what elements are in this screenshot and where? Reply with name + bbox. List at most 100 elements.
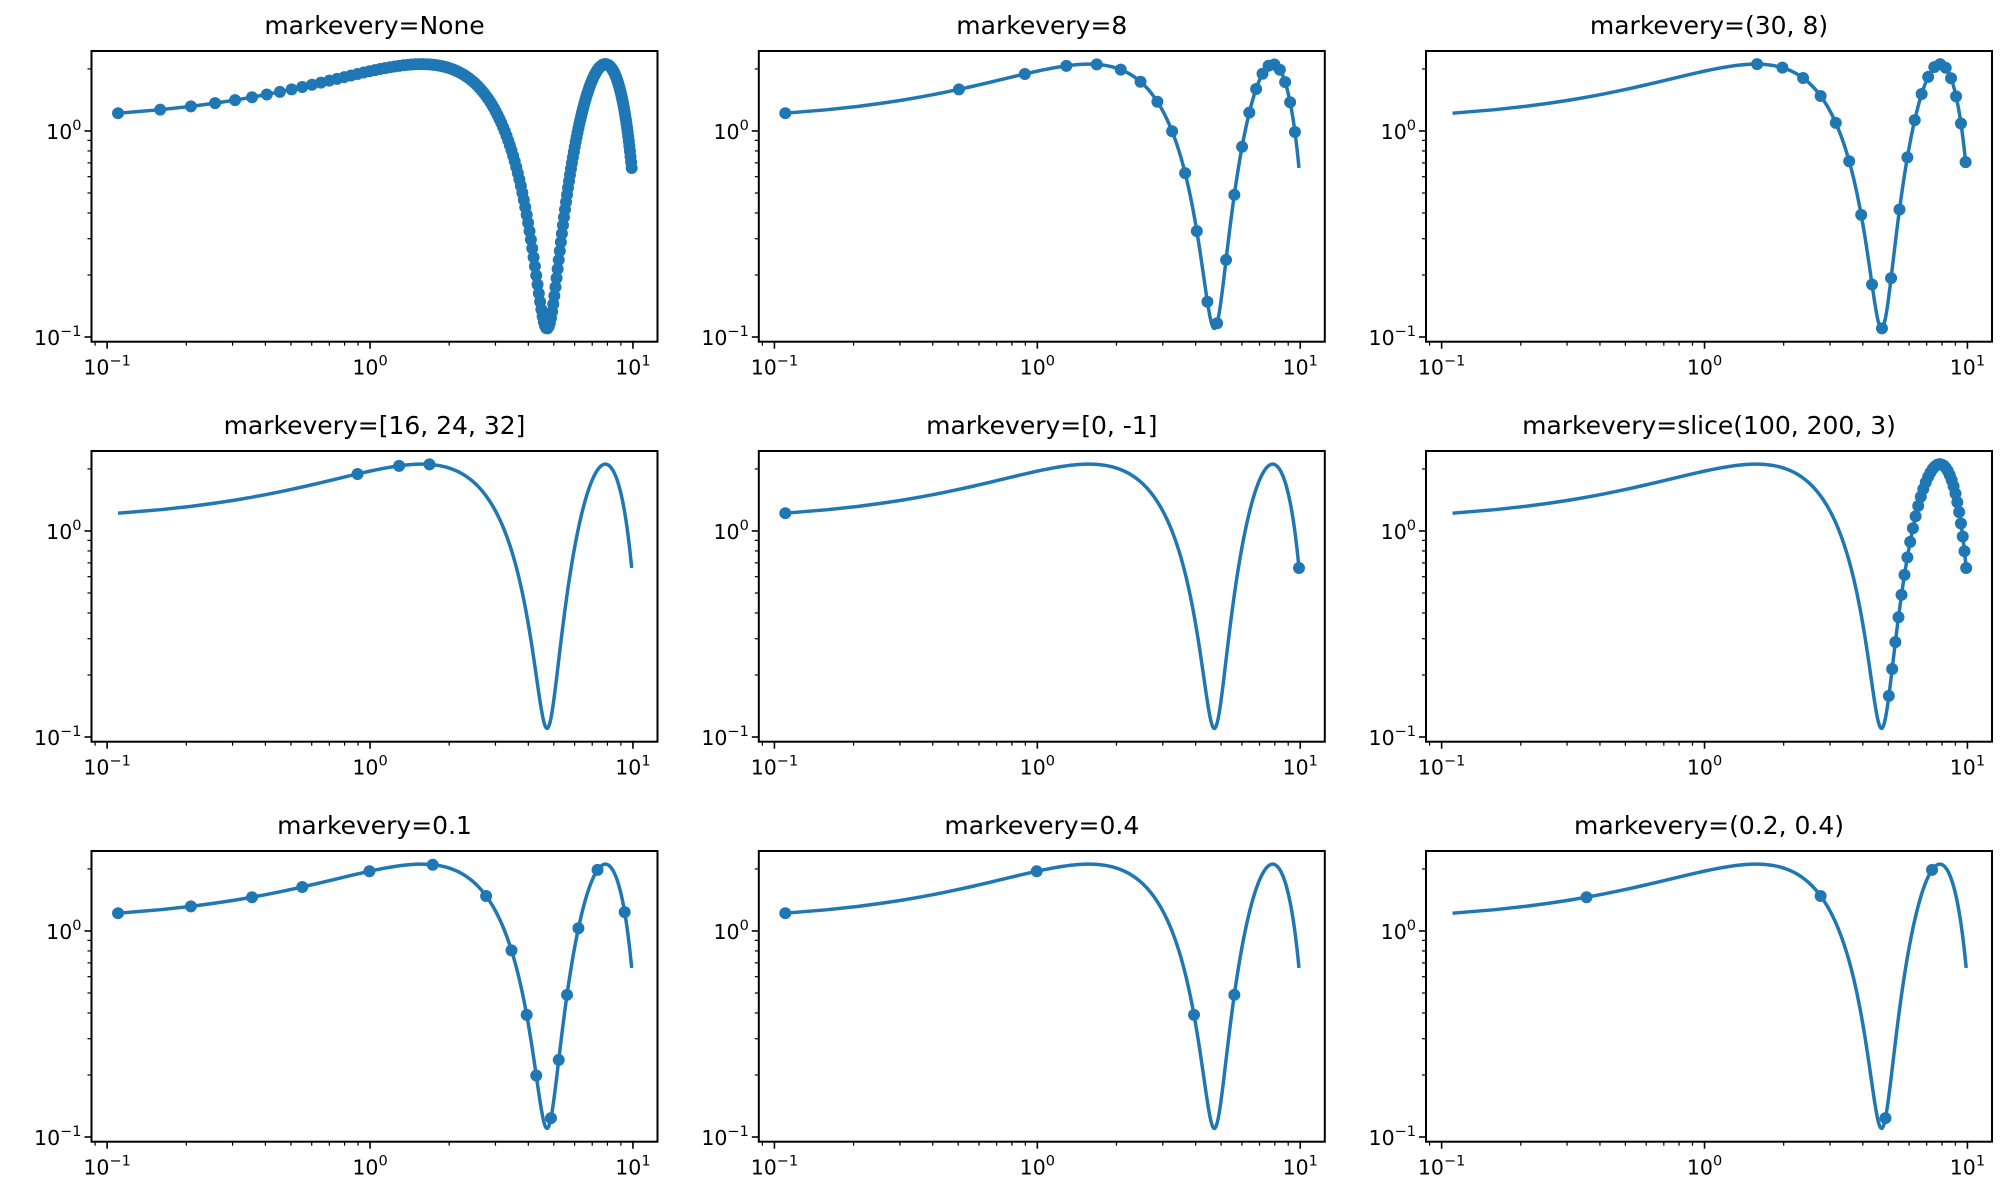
x-tick-label: 101	[615, 1154, 650, 1180]
data-point-marker	[551, 263, 564, 276]
data-point-marker	[296, 80, 309, 93]
data-point-marker	[480, 889, 493, 902]
y-tick-label: 100	[713, 518, 748, 544]
data-point-marker	[1951, 496, 1964, 509]
data-point-marker	[229, 94, 242, 107]
data-point-marker	[1243, 106, 1256, 119]
x-tick-label: 10−1	[751, 1154, 798, 1180]
x-tick-label: 100	[1687, 754, 1722, 780]
data-point-marker	[1895, 588, 1908, 601]
subplot-5: markevery=[0, -1] 10−1 100 101 10−1 100	[701, 411, 1326, 780]
data-point-marker	[1018, 67, 1031, 80]
data-point-marker	[1829, 116, 1842, 129]
data-point-marker	[260, 88, 273, 101]
data-point-marker	[1926, 863, 1939, 876]
data-point-marker	[1901, 551, 1914, 564]
x-tick-label: 100	[1687, 1154, 1722, 1180]
axes-frame	[1425, 450, 1993, 743]
data-point-marker	[1236, 140, 1249, 153]
data-point-marker	[296, 880, 309, 893]
data-point-marker	[552, 253, 565, 266]
axes-frame	[90, 850, 659, 1143]
data-point-marker	[1893, 203, 1906, 216]
series-line	[1452, 862, 1968, 1131]
data-point-marker	[1922, 70, 1935, 83]
data-point-marker	[1892, 611, 1905, 624]
data-point-marker	[1201, 295, 1214, 308]
subplot-title: markevery=0.4	[944, 811, 1139, 840]
subplot-title: markevery=(0.2, 0.4)	[1574, 811, 1844, 840]
data-point-marker	[618, 906, 631, 919]
x-tick-label: 10−1	[83, 354, 130, 380]
data-point-marker	[779, 507, 792, 520]
data-point-marker	[1886, 663, 1899, 676]
data-point-marker	[1279, 76, 1292, 89]
data-point-marker	[530, 269, 543, 282]
data-point-marker	[112, 107, 125, 120]
axes-frame	[1425, 50, 1993, 343]
markers	[779, 865, 1241, 1021]
subplot-6: markevery=slice(100, 200, 3) 10−1 100 101 10…	[1369, 411, 1993, 780]
subplot-title: markevery=None	[264, 11, 484, 40]
x-tick-label: 10−1	[751, 354, 798, 380]
data-point-marker	[1114, 63, 1127, 76]
y-tick-label: 10−1	[1369, 324, 1416, 350]
y-tick-label: 100	[713, 918, 748, 944]
axes-frame	[90, 450, 659, 743]
markers	[351, 458, 436, 480]
axes-frame	[757, 450, 1326, 743]
subplot-title: markevery=[0, -1]	[926, 411, 1157, 440]
data-point-marker	[561, 988, 574, 1001]
x-tick-label: 10−1	[751, 754, 798, 780]
x-tick-label: 10−1	[83, 1154, 130, 1180]
data-point-marker	[1953, 506, 1966, 519]
data-point-marker	[1166, 125, 1179, 138]
x-tick-label: 101	[1950, 354, 1985, 380]
x-tick-label: 100	[352, 754, 387, 780]
data-point-marker	[553, 244, 566, 257]
data-point-marker	[1939, 61, 1952, 74]
x-tick-label: 100	[352, 354, 387, 380]
data-point-marker	[1954, 117, 1967, 130]
data-point-marker	[273, 85, 286, 98]
data-point-marker	[285, 83, 298, 96]
data-point-marker	[528, 260, 541, 273]
data-point-marker	[1228, 988, 1241, 1001]
data-point-marker	[1190, 225, 1203, 238]
axes-frame	[757, 50, 1326, 343]
data-point-marker	[1912, 499, 1925, 512]
y-tick-label: 100	[46, 118, 81, 144]
data-point-marker	[548, 289, 561, 302]
data-point-marker	[246, 891, 259, 904]
data-point-marker	[1909, 510, 1922, 523]
axes-frame	[757, 850, 1326, 1143]
data-point-marker	[1284, 96, 1297, 109]
markers	[779, 507, 1305, 574]
x-tick-label: 101	[1283, 354, 1318, 380]
data-point-marker	[1882, 689, 1895, 702]
data-point-marker	[1288, 125, 1301, 138]
data-point-marker	[1751, 58, 1764, 71]
data-point-marker	[1956, 530, 1969, 543]
data-point-marker	[549, 281, 562, 294]
data-point-marker	[552, 1053, 565, 1066]
markers	[1882, 458, 1973, 702]
y-tick-label: 10−1	[1369, 1124, 1416, 1150]
x-tick-label: 100	[352, 1154, 387, 1180]
y-tick-label: 10−1	[34, 324, 81, 350]
y-tick-label: 100	[1381, 118, 1416, 144]
subplot-title: markevery=[16, 24, 32]	[224, 411, 526, 440]
y-tick-label: 100	[46, 918, 81, 944]
series-line	[785, 462, 1301, 731]
data-point-marker	[1866, 278, 1879, 291]
x-tick-label: 101	[1950, 754, 1985, 780]
data-point-marker	[530, 1069, 543, 1082]
data-point-marker	[1875, 322, 1888, 335]
markers	[112, 858, 631, 1125]
data-point-marker	[591, 863, 604, 876]
x-tick-label: 100	[1020, 754, 1055, 780]
y-tick-label: 100	[713, 118, 748, 144]
subplot-2: markevery=8 10−1 100 101 10−1 100	[701, 11, 1326, 380]
data-point-marker	[1250, 82, 1263, 95]
